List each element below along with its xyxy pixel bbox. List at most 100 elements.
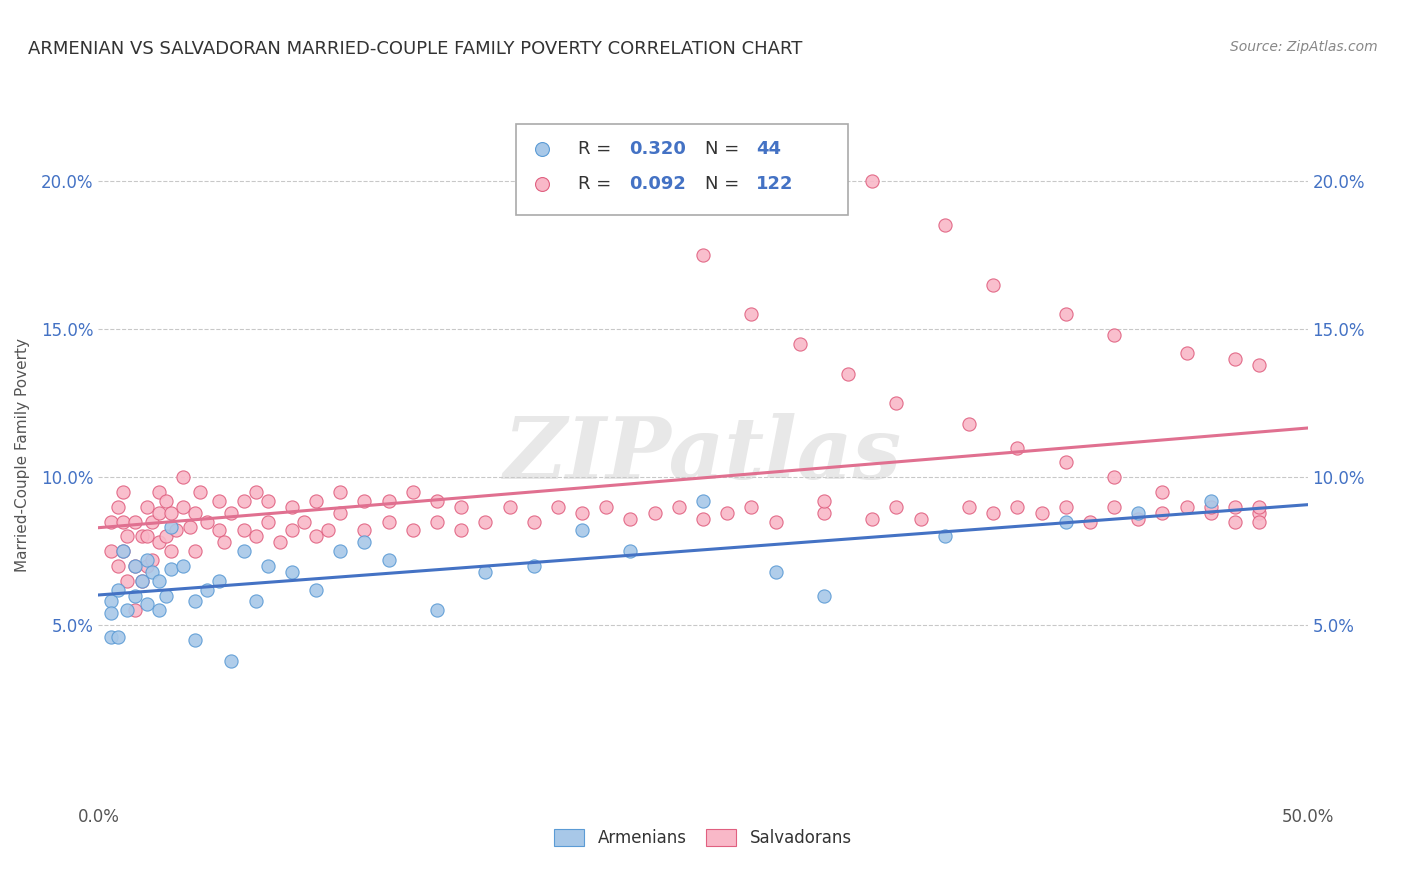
Point bbox=[184, 506, 207, 520]
Point bbox=[1249, 500, 1271, 514]
Point bbox=[179, 520, 201, 534]
Point bbox=[232, 544, 254, 558]
Point bbox=[269, 535, 291, 549]
Point bbox=[172, 558, 194, 573]
Point bbox=[232, 493, 254, 508]
Point bbox=[221, 506, 243, 520]
Point bbox=[1031, 506, 1053, 520]
Point bbox=[245, 484, 267, 499]
Point bbox=[426, 493, 449, 508]
Point bbox=[474, 565, 496, 579]
Point bbox=[124, 603, 146, 617]
Point bbox=[111, 544, 134, 558]
Point bbox=[160, 562, 183, 576]
Point bbox=[195, 582, 218, 597]
Point bbox=[571, 524, 593, 538]
Point bbox=[111, 484, 134, 499]
Point bbox=[117, 603, 139, 617]
Text: R =: R = bbox=[578, 175, 617, 193]
Point bbox=[124, 589, 146, 603]
Point bbox=[1054, 307, 1077, 321]
Text: R =: R = bbox=[578, 140, 617, 158]
Point bbox=[523, 515, 546, 529]
Point bbox=[765, 515, 787, 529]
Point bbox=[160, 520, 183, 534]
Bar bbox=[516, 124, 848, 215]
Point bbox=[740, 500, 762, 514]
Point bbox=[256, 558, 278, 573]
Point bbox=[148, 574, 170, 588]
Point bbox=[160, 506, 183, 520]
Point bbox=[232, 524, 254, 538]
Point bbox=[100, 594, 122, 608]
Point bbox=[184, 632, 207, 647]
Point bbox=[813, 589, 835, 603]
Point bbox=[100, 515, 122, 529]
Point bbox=[124, 558, 146, 573]
Point bbox=[692, 511, 714, 525]
Point bbox=[329, 544, 352, 558]
Point bbox=[860, 511, 883, 525]
Text: Source: ZipAtlas.com: Source: ZipAtlas.com bbox=[1230, 40, 1378, 54]
Point bbox=[100, 630, 122, 644]
Text: 122: 122 bbox=[756, 175, 794, 193]
Point bbox=[837, 367, 859, 381]
Point bbox=[1249, 358, 1271, 372]
Point bbox=[1175, 345, 1198, 359]
Point bbox=[1199, 493, 1222, 508]
Point bbox=[1102, 470, 1125, 484]
Point bbox=[212, 535, 235, 549]
Point bbox=[934, 219, 956, 233]
Point bbox=[172, 500, 194, 514]
Point bbox=[1152, 484, 1174, 499]
Point bbox=[498, 500, 520, 514]
Point bbox=[353, 493, 375, 508]
Point bbox=[148, 506, 170, 520]
Point bbox=[1054, 515, 1077, 529]
Text: ZIPatlas: ZIPatlas bbox=[503, 413, 903, 497]
Point bbox=[450, 500, 472, 514]
Point bbox=[100, 544, 122, 558]
Legend: Armenians, Salvadorans: Armenians, Salvadorans bbox=[547, 822, 859, 854]
Point bbox=[765, 565, 787, 579]
Point bbox=[329, 506, 352, 520]
Point bbox=[107, 500, 129, 514]
Point bbox=[111, 544, 134, 558]
Point bbox=[1175, 500, 1198, 514]
Point bbox=[160, 544, 183, 558]
Point bbox=[107, 558, 129, 573]
Point bbox=[740, 307, 762, 321]
Point bbox=[188, 484, 211, 499]
Point bbox=[1199, 506, 1222, 520]
Point bbox=[402, 484, 425, 499]
Point bbox=[1054, 455, 1077, 469]
Point bbox=[172, 470, 194, 484]
Point bbox=[450, 524, 472, 538]
Point bbox=[131, 574, 153, 588]
Point bbox=[329, 484, 352, 499]
Point bbox=[934, 529, 956, 543]
Point bbox=[1078, 515, 1101, 529]
Point bbox=[1249, 506, 1271, 520]
Point bbox=[1223, 500, 1246, 514]
Point bbox=[716, 506, 738, 520]
Point bbox=[886, 396, 908, 410]
Text: 44: 44 bbox=[756, 140, 782, 158]
Point bbox=[353, 535, 375, 549]
Point bbox=[619, 544, 641, 558]
Point bbox=[256, 515, 278, 529]
Point bbox=[305, 493, 328, 508]
Point bbox=[1102, 500, 1125, 514]
Point bbox=[141, 553, 163, 567]
Point bbox=[1007, 500, 1029, 514]
Point bbox=[523, 558, 546, 573]
Point bbox=[981, 506, 1004, 520]
Point bbox=[184, 544, 207, 558]
Point bbox=[957, 417, 980, 431]
Point bbox=[353, 524, 375, 538]
Point bbox=[910, 511, 932, 525]
Point bbox=[1249, 515, 1271, 529]
Point bbox=[1199, 500, 1222, 514]
Point bbox=[155, 529, 177, 543]
Point bbox=[131, 574, 153, 588]
